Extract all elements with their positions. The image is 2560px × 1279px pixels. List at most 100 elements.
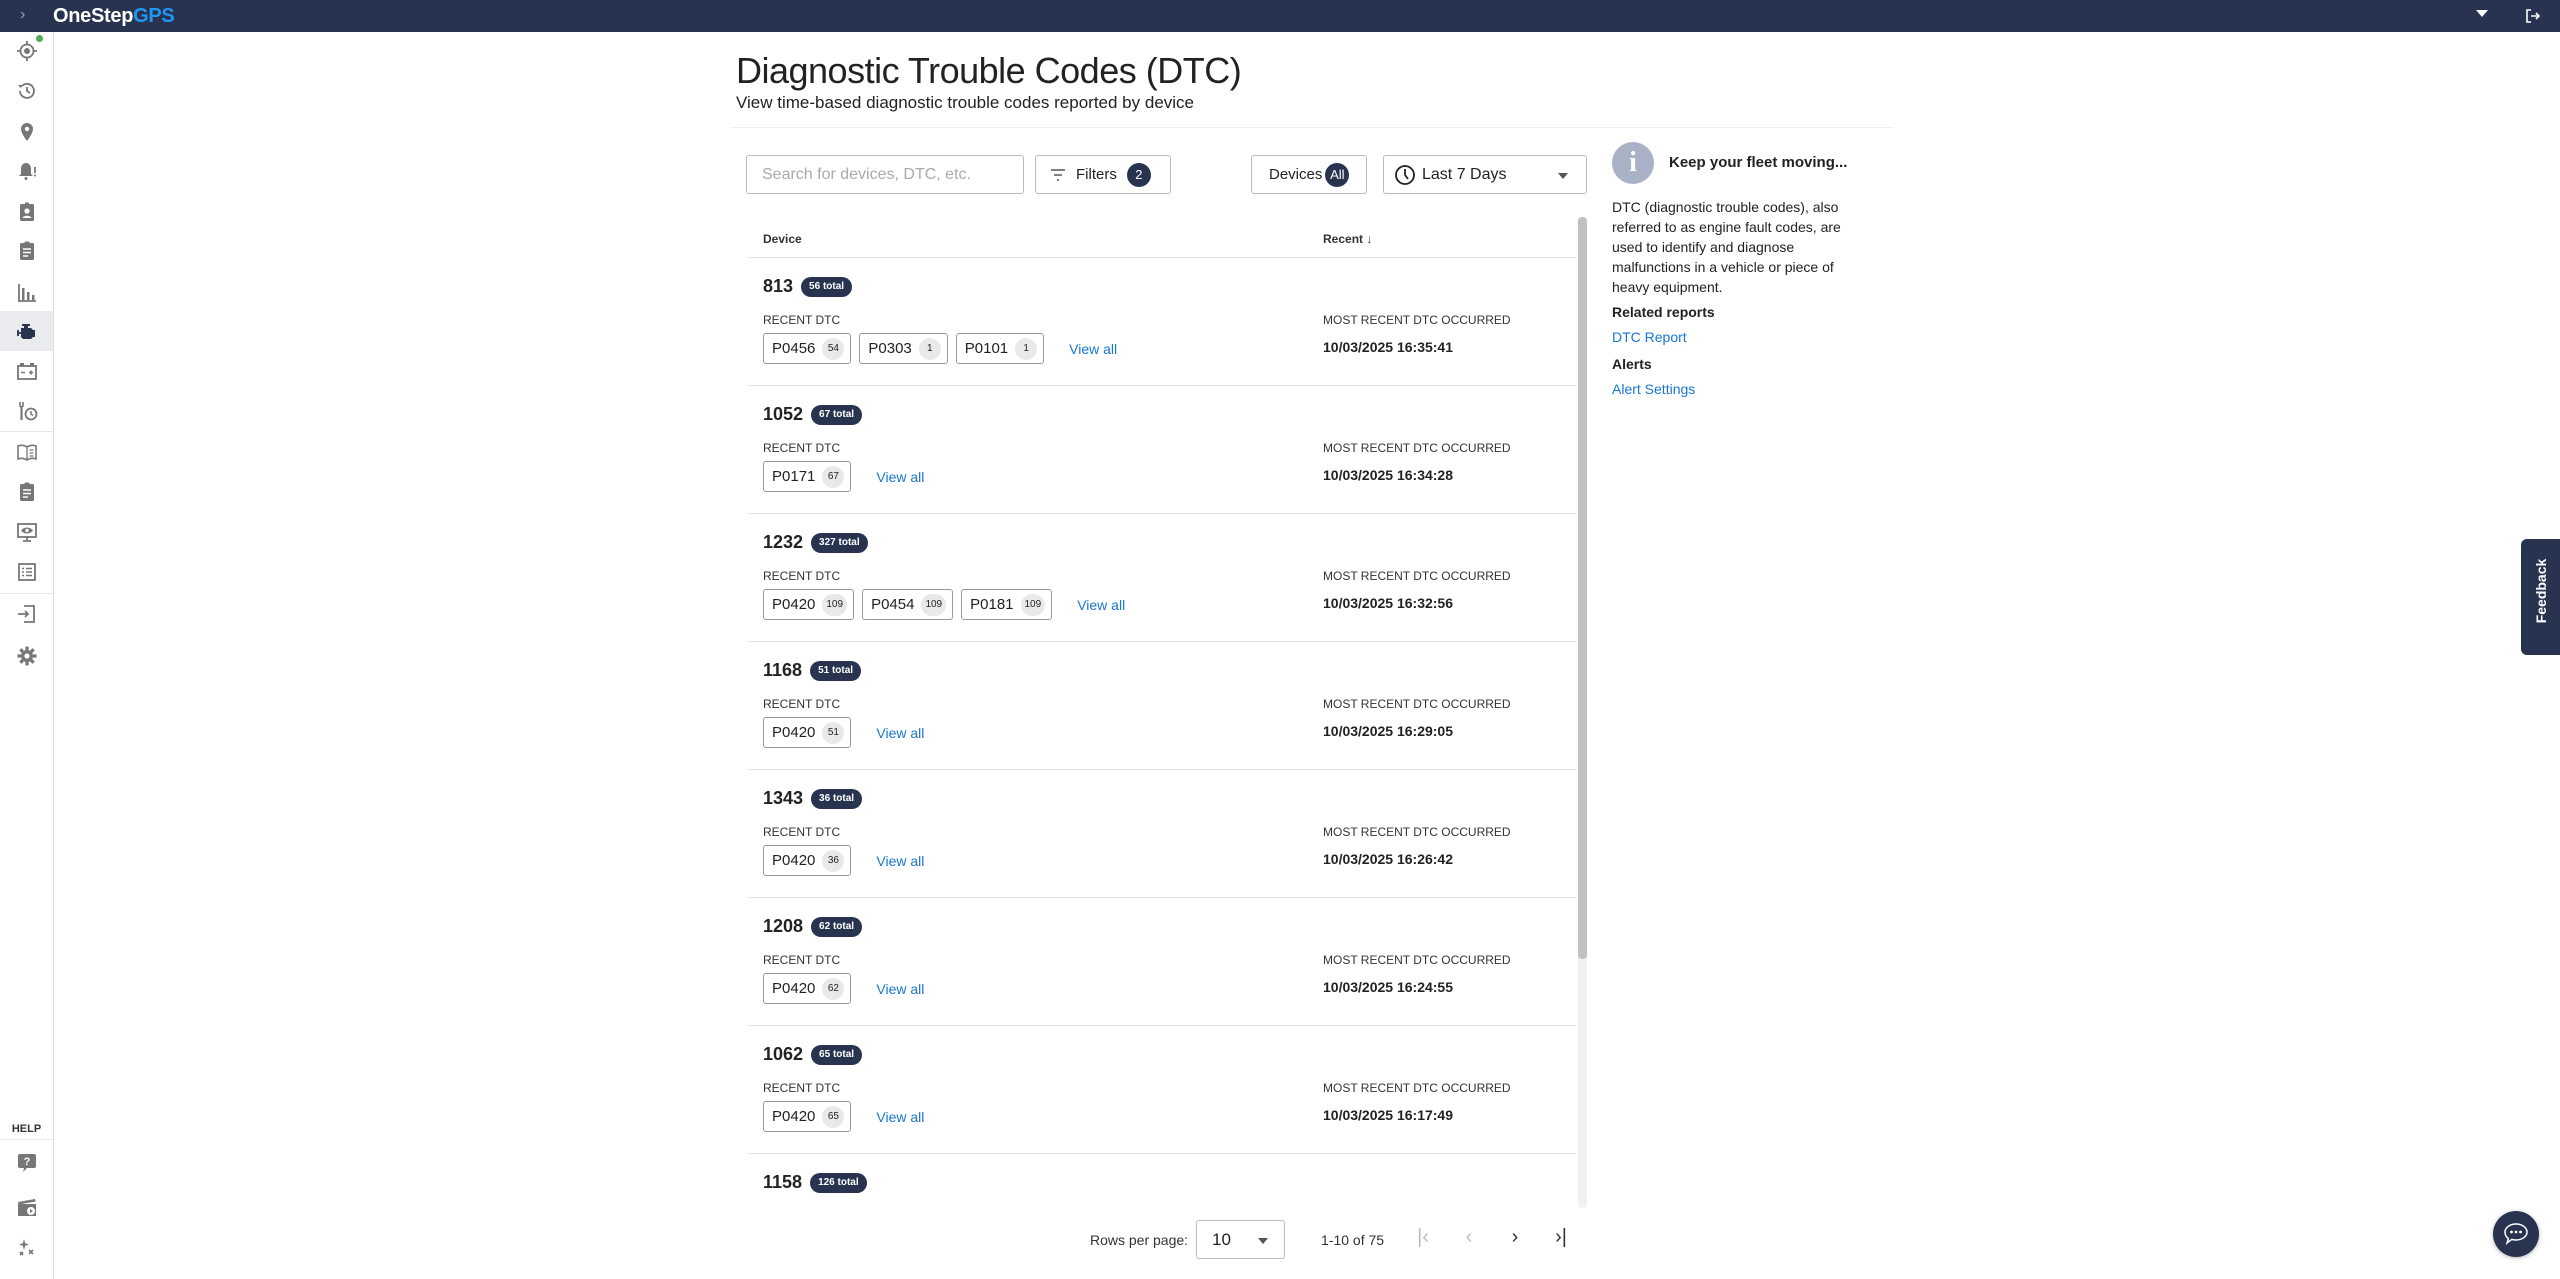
- logout-icon[interactable]: [2524, 7, 2542, 25]
- sidebar-item-settings[interactable]: [0, 636, 53, 676]
- dtc-chip-list: P0420 62 View all: [763, 973, 924, 1004]
- list-icon: [17, 563, 36, 581]
- logo-text-gps: GPS: [133, 5, 175, 27]
- device-name[interactable]: 1232 327 total: [763, 532, 868, 553]
- dtc-total-badge: 36 total: [811, 788, 863, 809]
- column-header-recent[interactable]: Recent ↓: [1323, 232, 1372, 246]
- sidebar-item-alerts[interactable]: [0, 151, 53, 191]
- wrench-clock-icon: [18, 402, 37, 421]
- first-page-icon[interactable]: |‹: [1417, 1226, 1429, 1248]
- dtc-chip[interactable]: P0420 65: [763, 1101, 852, 1132]
- map-pin-icon: [20, 123, 33, 141]
- device-id: 1062: [763, 1044, 804, 1064]
- dtc-chip[interactable]: P0456 54: [763, 333, 852, 364]
- sidebar-item-import[interactable]: [0, 594, 53, 634]
- sidebar-item-drivers[interactable]: [0, 192, 53, 232]
- sidebar-help-whats-new[interactable]: [0, 1228, 53, 1268]
- view-all-link[interactable]: View all: [876, 1108, 925, 1125]
- dtc-chip[interactable]: P0420 36: [763, 845, 852, 876]
- device-name[interactable]: 1158 126 total: [763, 1172, 867, 1193]
- dtc-chip[interactable]: P0420 51: [763, 717, 852, 748]
- dtc-chip[interactable]: P0420 109: [763, 589, 855, 620]
- view-all-link[interactable]: View all: [876, 468, 925, 485]
- scrollbar-thumb[interactable]: [1578, 217, 1587, 959]
- table-row: 1052 67 total RECENT DTC MOST RECENT DTC OC…: [748, 386, 1576, 514]
- help-chat-icon: ?: [17, 1154, 36, 1172]
- device-name[interactable]: 1062 65 total: [763, 1044, 863, 1065]
- sidebar-item-places[interactable]: [0, 112, 53, 152]
- dtc-chip[interactable]: P0303 1: [859, 333, 948, 364]
- table-scrollbar[interactable]: [1578, 217, 1587, 1208]
- sidebar-item-analytics[interactable]: [0, 272, 53, 312]
- video-icon: [17, 1199, 36, 1216]
- most-recent-dtc-label: MOST RECENT DTC OCCURRED: [1323, 953, 1511, 967]
- devices-label: Devices: [1269, 166, 1323, 183]
- sidebar-item-live-tracking[interactable]: [0, 31, 53, 71]
- expand-sidebar-chevron-icon[interactable]: ›: [20, 6, 26, 23]
- feedback-tab[interactable]: Feedback: [2521, 539, 2560, 655]
- next-page-icon[interactable]: ›: [1511, 1226, 1519, 1248]
- sidebar-item-inspections[interactable]: [0, 472, 53, 512]
- dtc-total-badge: 62 total: [811, 916, 863, 937]
- table-row: 1208 62 total RECENT DTC MOST RECENT DTC OC…: [748, 898, 1576, 1026]
- caret-down-icon: [1258, 1238, 1268, 1244]
- device-name[interactable]: 813 56 total: [763, 276, 853, 297]
- search-input[interactable]: [746, 155, 1024, 194]
- sidebar-item-monitor[interactable]: [0, 512, 53, 552]
- most-recent-dtc-label: MOST RECENT DTC OCCURRED: [1323, 697, 1511, 711]
- column-header-device[interactable]: Device: [763, 232, 802, 246]
- header-divider: [730, 127, 1894, 128]
- devices-button[interactable]: Devices All: [1251, 155, 1367, 194]
- device-name[interactable]: 1168 51 total: [763, 660, 862, 681]
- device-name[interactable]: 1343 36 total: [763, 788, 863, 809]
- bell-alert-icon: [18, 163, 36, 180]
- rows-per-page-select[interactable]: 10: [1196, 1220, 1285, 1259]
- dtc-chip[interactable]: P0181 109: [961, 589, 1053, 620]
- dtc-chip-list: P0420 51 View all: [763, 717, 924, 748]
- dtc-code: P0420: [772, 1108, 816, 1125]
- date-range-select[interactable]: Last 7 Days: [1383, 155, 1587, 194]
- recent-dtc-label: RECENT DTC: [763, 313, 841, 327]
- dtc-chip[interactable]: P0454 109: [862, 589, 954, 620]
- dtc-report-link[interactable]: DTC Report: [1612, 329, 1687, 345]
- view-all-link[interactable]: View all: [876, 852, 925, 869]
- monitor-eye-icon: [16, 523, 37, 542]
- previous-page-icon[interactable]: ‹: [1465, 1226, 1473, 1248]
- dtc-total-badge: 67 total: [811, 404, 863, 425]
- sidebar-item-logbook[interactable]: [0, 432, 53, 472]
- view-all-link[interactable]: View all: [876, 724, 925, 741]
- dtc-chip[interactable]: P0420 62: [763, 973, 852, 1004]
- sidebar-item-history[interactable]: [0, 71, 53, 111]
- battery-icon: [16, 363, 37, 380]
- device-name[interactable]: 1052 67 total: [763, 404, 863, 425]
- sidebar-help-tutorials[interactable]: [0, 1187, 53, 1227]
- sidebar-item-list[interactable]: [0, 552, 53, 592]
- account-menu-caret-down-icon[interactable]: [2476, 10, 2488, 17]
- sidebar-item-dtc[interactable]: [0, 311, 53, 351]
- dtc-chip[interactable]: P0171 67: [763, 461, 852, 492]
- last-page-icon[interactable]: ›|: [1555, 1226, 1567, 1248]
- dtc-code: P0456: [772, 340, 816, 357]
- recent-dtc-label: RECENT DTC: [763, 441, 841, 455]
- filters-button[interactable]: Filters 2: [1035, 155, 1171, 194]
- sidebar-item-reports[interactable]: [0, 231, 53, 271]
- view-all-link[interactable]: View all: [1077, 596, 1126, 613]
- view-all-link[interactable]: View all: [876, 980, 925, 997]
- device-name[interactable]: 1208 62 total: [763, 916, 863, 937]
- logo[interactable]: OneStepGPS: [53, 5, 175, 28]
- dtc-chip[interactable]: P0101 1: [955, 333, 1045, 364]
- clock-icon: [1395, 164, 1415, 185]
- chat-button[interactable]: [2493, 1211, 2539, 1257]
- view-all-link[interactable]: View all: [1069, 340, 1118, 357]
- recent-dtc-label: RECENT DTC: [763, 569, 841, 583]
- filters-count-badge: 2: [1126, 162, 1151, 187]
- most-recent-dtc-label: MOST RECENT DTC OCCURRED: [1323, 825, 1511, 839]
- sidebar-help-support[interactable]: ?: [0, 1143, 53, 1183]
- device-id: 1052: [763, 404, 804, 424]
- dtc-code: P0171: [772, 468, 816, 485]
- alert-settings-link[interactable]: Alert Settings: [1612, 381, 1696, 397]
- sidebar-item-maintenance[interactable]: [0, 391, 53, 431]
- sidebar-item-battery[interactable]: [0, 351, 53, 391]
- device-id: 1158: [763, 1172, 803, 1192]
- dtc-chip-list: P0171 67 View all: [763, 461, 924, 492]
